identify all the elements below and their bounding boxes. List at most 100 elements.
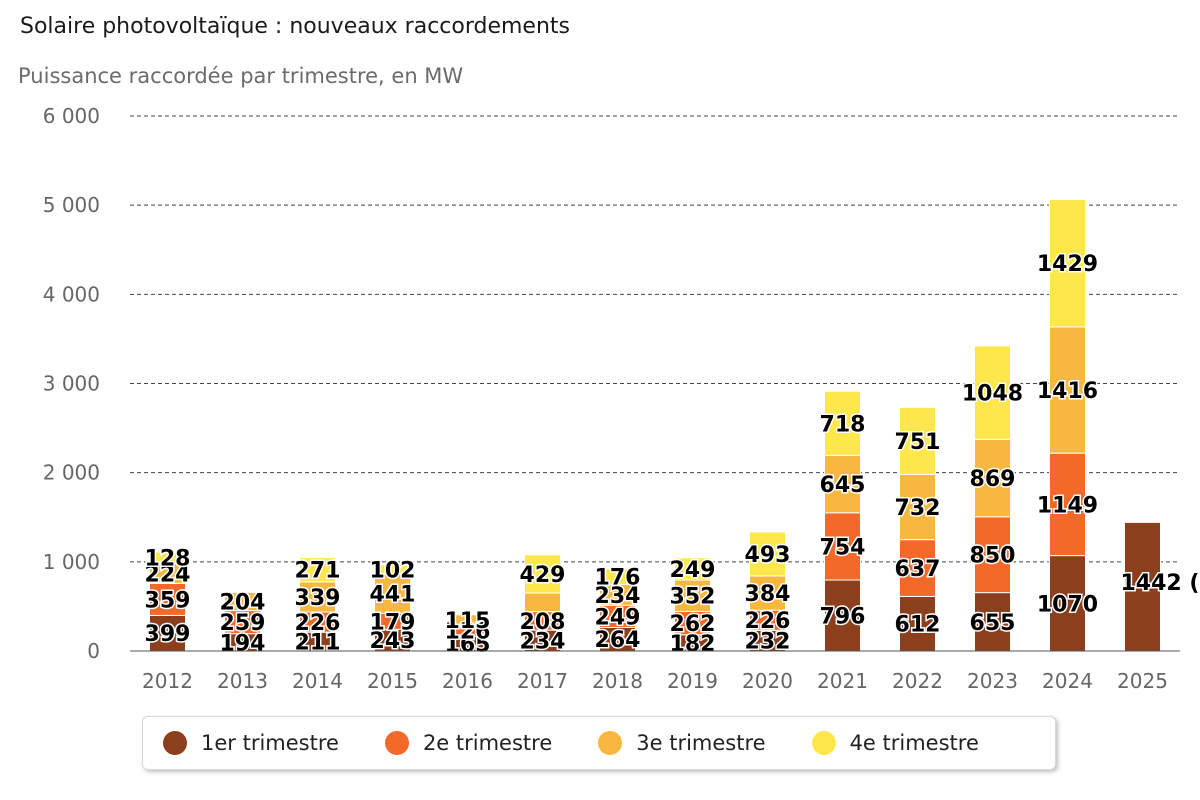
data-label: 262	[670, 612, 716, 637]
bar-2023-q4	[974, 345, 1011, 440]
data-label: 115	[445, 609, 491, 634]
data-label: 204	[220, 591, 266, 616]
bar-2014-q4	[299, 557, 336, 583]
bar-2025-q1	[1124, 521, 1161, 652]
legend-item-q3[interactable]: 3e trimestre	[598, 731, 766, 755]
bar-2014-q3	[299, 581, 336, 613]
y-tick-label: 2 000	[43, 461, 100, 485]
data-label: 384	[745, 582, 791, 607]
data-label: 176	[595, 566, 641, 591]
chart-title: Solaire photovoltaïque : nouveaux raccor…	[20, 14, 570, 39]
data-label: 869	[970, 467, 1016, 492]
stacked-bar-chart: 0 1 000 2 000 3 000 4 000 5 000 6 000 2012 399 35…	[43, 104, 1200, 693]
bar-2015-q4	[374, 564, 411, 575]
bar-2022-q2	[899, 539, 936, 597]
data-label: 1429	[1037, 252, 1098, 277]
data-label: 339	[295, 586, 341, 611]
data-label: 399	[145, 622, 191, 647]
bar-2021-q3	[824, 454, 861, 514]
legend-swatch-q1	[163, 731, 187, 755]
data-label: 226	[745, 609, 791, 634]
legend-swatch-q2	[384, 731, 409, 755]
bar-2019-q4	[674, 557, 711, 581]
legend-swatch-q4	[811, 731, 836, 755]
chart-subtitle: Puissance raccordée par trimestre, en MW	[18, 64, 464, 88]
data-label: 796	[820, 605, 866, 630]
y-tick-label: 0	[87, 639, 100, 663]
x-tick-label: 2024	[1042, 669, 1093, 693]
legend-label-q1: 1er trimestre	[201, 731, 339, 755]
data-label: 645	[820, 473, 866, 498]
y-tick-label: 4 000	[43, 282, 100, 306]
bar-2024-q1	[1049, 555, 1086, 652]
data-label: 224	[145, 562, 191, 587]
bar-2023-q2	[974, 516, 1011, 594]
bar-2024-q3	[1049, 326, 1086, 454]
x-tick-label: 2019	[667, 669, 718, 693]
data-label: 1070	[1037, 592, 1098, 617]
bar-2023-q3	[974, 438, 1011, 518]
data-label: 718	[820, 412, 866, 437]
data-label: 352	[670, 585, 716, 610]
x-tick-label: 2018	[592, 669, 643, 693]
bar-2012-q4	[149, 551, 186, 564]
data-label: 655	[970, 611, 1016, 636]
data-label: 1048	[962, 382, 1023, 407]
data-label: 249	[670, 558, 716, 583]
x-tick-label: 2023	[967, 669, 1018, 693]
data-label: 249	[595, 605, 641, 630]
data-label: 612	[895, 613, 941, 638]
x-tick-label: 2016	[442, 669, 493, 693]
x-tick-label: 2020	[742, 669, 793, 693]
x-tick-label: 2012	[142, 669, 193, 693]
bar-2024-q4	[1049, 198, 1086, 328]
bar-2024-q2	[1049, 452, 1086, 557]
data-label: 102	[370, 559, 416, 584]
data-label: 637	[895, 557, 941, 582]
x-tick-label: 2017	[517, 669, 568, 693]
legend-label-q4: 4e trimestre	[849, 731, 979, 755]
data-label: 850	[970, 544, 1016, 569]
x-tick-label: 2015	[367, 669, 418, 693]
data-label: 128	[145, 547, 191, 572]
bar-2021-q2	[824, 512, 861, 581]
bar-2019-q3	[674, 579, 711, 612]
x-tick-label: 2021	[817, 669, 868, 693]
legend-label-q2: 2e trimestre	[422, 731, 553, 755]
x-tick-label: 2013	[217, 669, 268, 693]
data-label: 493	[745, 543, 791, 568]
data-label: 1149	[1037, 493, 1098, 518]
data-label: 441	[370, 583, 416, 608]
y-tick-label: 3 000	[43, 372, 100, 396]
data-label: 259	[220, 611, 266, 636]
y-tick-label: 6 000	[43, 104, 100, 128]
data-label: 208	[520, 610, 566, 635]
legend-label-q3: 3e trimestre	[636, 731, 766, 755]
legend-swatch-q3	[598, 731, 623, 755]
data-label: 226	[295, 611, 341, 636]
bar-2013-q3	[224, 591, 261, 612]
bar-2017-q4	[524, 554, 561, 594]
data-label: 194	[220, 631, 266, 656]
bar-2021-q4	[824, 390, 861, 456]
bar-2022-q4	[899, 406, 936, 475]
data-label: 126	[445, 620, 491, 645]
data-label: 359	[145, 588, 191, 613]
bar-2016-q3	[449, 614, 486, 626]
bar-2012-q1	[149, 614, 186, 652]
data-label: 751	[895, 430, 941, 455]
legend-item-q1[interactable]: 1er trimestre	[163, 731, 339, 755]
bar-2020-q4	[749, 531, 786, 577]
bar-2023-q1	[974, 592, 1011, 652]
x-tick-label: 2025	[1117, 669, 1168, 693]
data-label: 165	[445, 633, 491, 658]
x-tick-label: 2014	[292, 669, 343, 693]
legend-item-q2[interactable]: 2e trimestre	[384, 731, 553, 755]
legend-item-q4[interactable]: 4e trimestre	[811, 731, 979, 755]
data-label: 182	[670, 632, 716, 657]
y-tick-label: 1 000	[43, 550, 100, 574]
x-tick-label: 2022	[892, 669, 943, 693]
data-label: 234	[595, 584, 641, 609]
chart-legend: 1er trimestre 2e trimestre 3e trimestre …	[142, 716, 1056, 770]
data-label: 1416	[1037, 379, 1098, 404]
